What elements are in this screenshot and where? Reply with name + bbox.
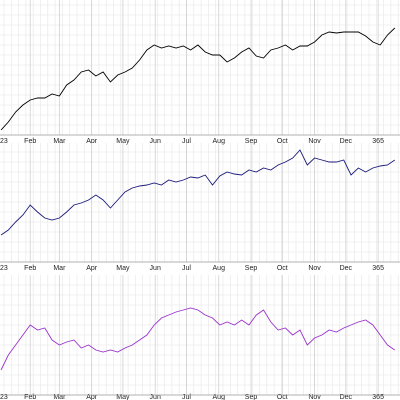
x-tick-label: Apr bbox=[86, 138, 98, 145]
x-tick-label: Jul bbox=[182, 265, 191, 272]
panel: 23 Feb Mar Apr May Jun Jul Aug Sep Oct Nov Dec 365 bbox=[0, 143, 400, 272]
x-tick-label: Sep bbox=[245, 138, 258, 145]
x-tick-label: 365 bbox=[372, 265, 384, 272]
x-tick-label: Dec bbox=[340, 394, 353, 400]
x-tick-label: Feb bbox=[24, 138, 36, 145]
panel: 23 Feb Mar Apr May Jun Jul Aug Sep Oct Nov Dec 365 bbox=[0, 0, 400, 145]
x-tick-label: Dec bbox=[340, 138, 353, 145]
x-tick-label: Nov bbox=[308, 394, 321, 400]
x-tick-label: Mar bbox=[53, 394, 66, 400]
x-tick-label: Apr bbox=[86, 394, 98, 400]
x-tick-label: Jun bbox=[150, 138, 161, 145]
x-tick-label: May bbox=[116, 138, 130, 145]
x-tick-label: Mar bbox=[53, 265, 66, 272]
x-tick-label: Oct bbox=[277, 138, 288, 145]
x-tick-label: 365 bbox=[372, 394, 384, 400]
x-tick-label: Jul bbox=[182, 138, 191, 145]
x-tick-label: Sep bbox=[245, 394, 258, 400]
x-tick-label: Feb bbox=[24, 265, 36, 272]
x-tick-label: Oct bbox=[277, 394, 288, 400]
x-tick-label: Apr bbox=[86, 265, 98, 272]
data-line bbox=[0, 149, 396, 236]
x-tick-label: May bbox=[116, 394, 130, 400]
x-tick-label: Nov bbox=[308, 138, 321, 145]
x-tick-label: Jun bbox=[150, 265, 161, 272]
x-tick-label: Aug bbox=[213, 394, 226, 400]
data-line bbox=[0, 27, 396, 131]
x-tick-label: Jul bbox=[182, 394, 191, 400]
x-tick-label: Dec bbox=[340, 265, 353, 272]
data-line bbox=[0, 307, 396, 371]
x-tick-label: 365 bbox=[372, 138, 384, 145]
x-tick-label: Oct bbox=[277, 265, 288, 272]
x-tick-label: Mar bbox=[53, 138, 66, 145]
x-tick-label: Sep bbox=[245, 265, 258, 272]
x-tick-label: 23 bbox=[0, 138, 8, 145]
x-tick-label: Aug bbox=[213, 138, 226, 145]
x-tick-label: Feb bbox=[24, 394, 36, 400]
x-tick-label: Jun bbox=[150, 394, 161, 400]
x-tick-label: May bbox=[116, 265, 130, 272]
x-tick-label: 23 bbox=[0, 265, 8, 272]
x-tick-label: Aug bbox=[213, 265, 226, 272]
x-tick-label: Nov bbox=[308, 265, 321, 272]
x-tick-label: 23 bbox=[0, 394, 8, 400]
panel: 23 Feb Mar Apr May Jun Jul Aug Sep Oct Nov Dec 365 bbox=[0, 275, 400, 400]
